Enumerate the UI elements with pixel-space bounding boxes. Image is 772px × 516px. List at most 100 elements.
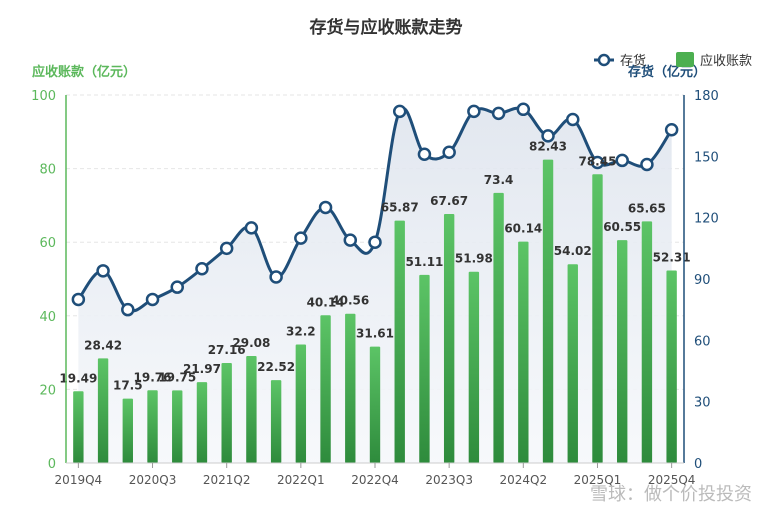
bar-value-label: 65.65 (628, 201, 666, 215)
chart-title: 存货与应收账款走势 (310, 17, 463, 38)
axes: 0 20 40 60 80 100 0 30 60 90 120 150 180 2019Q4 2020Q3… (31, 89, 719, 487)
x-tick-label: 2023Q3 (425, 473, 473, 487)
inventory-point (269, 270, 283, 284)
receivables-bar (97, 358, 109, 463)
receivables-bar (641, 221, 653, 463)
y-left-tick-label: 80 (39, 163, 56, 178)
receivables-bar (147, 390, 158, 463)
receivables-bar (419, 274, 430, 463)
y-left-tick-label: 60 (39, 236, 56, 251)
bar-value-label: 21.97 (183, 362, 221, 376)
inventory-point (121, 302, 135, 317)
bar-value-label: 29.08 (232, 336, 270, 350)
inventory-point (368, 235, 382, 249)
inventory-points (71, 102, 679, 317)
receivables-bar (270, 380, 282, 463)
receivables-bar (221, 363, 232, 463)
inventory-point (467, 104, 481, 119)
bar-value-label: 52.31 (653, 250, 691, 264)
receivables-bars (73, 159, 677, 463)
receivables-bar (73, 391, 84, 463)
legend-receivables-icon (676, 52, 694, 67)
receivables-bar (493, 192, 504, 463)
y-right-tick-label: 120 (694, 212, 719, 227)
bar-value-label: 67.67 (430, 194, 468, 208)
y-left-tick-label: 100 (31, 89, 56, 104)
x-tick-label: 2024Q2 (500, 473, 548, 487)
inventory-point (541, 129, 555, 143)
x-tick-label: 2019Q4 (55, 473, 103, 487)
bar-value-label: 82.43 (529, 140, 567, 154)
bar-value-label: 28.42 (84, 338, 122, 352)
receivables-bar (567, 264, 578, 463)
inventory-point (219, 241, 234, 256)
x-tick-label: 2020Q3 (129, 473, 177, 487)
x-tick-label: 2022Q4 (351, 473, 399, 487)
inventory-point (244, 221, 259, 235)
inventory-point (615, 153, 629, 168)
y-left-tick-label: 40 (39, 310, 56, 325)
bar-value-label: 32.2 (286, 325, 316, 339)
receivables-bar (369, 346, 381, 463)
inventory-point (640, 157, 654, 172)
bar-value-label: 31.61 (356, 327, 394, 341)
y-right-tick-label: 0 (694, 457, 702, 472)
inventory-point (392, 104, 407, 119)
y-left-tick-label: 20 (39, 383, 56, 398)
legend-inventory-label: 存货 (620, 53, 646, 69)
bar-value-label: 73.4 (484, 173, 514, 187)
inventory-point (590, 155, 605, 170)
receivables-bar (122, 398, 133, 463)
bar-value-label: 19.75 (158, 370, 196, 384)
y-right-tick-label: 90 (694, 273, 711, 288)
receivables-bar (172, 390, 183, 463)
y-axis-right-label: 存货（亿元） (628, 64, 706, 80)
bar-value-label: 60.14 (504, 222, 542, 236)
bar-value-label: 60.55 (603, 220, 641, 234)
inventory-point (195, 262, 209, 276)
inventory-point (170, 280, 184, 294)
y-right-tick-label: 30 (694, 396, 711, 411)
inventory-point (491, 106, 506, 121)
receivables-bar (468, 271, 480, 463)
inventory-point (417, 147, 432, 162)
inventory-point (664, 123, 679, 137)
bar-value-label: 19.76 (134, 370, 172, 384)
inventory-point (516, 102, 531, 117)
bar-value-label: 40.56 (331, 294, 369, 308)
x-tick-label: 2025Q4 (648, 473, 696, 487)
x-tick-label: 2025Q1 (574, 473, 622, 487)
inventory-point (71, 292, 86, 307)
receivables-bar (320, 315, 331, 463)
bar-value-label: 19.49 (59, 371, 97, 385)
bar-value-label: 51.11 (405, 255, 443, 269)
legend: 存货 应收账款 (594, 52, 752, 69)
receivables-bar (345, 313, 356, 463)
receivables-bar (542, 159, 554, 463)
watermark: 雪球：做个价投投资 (590, 484, 752, 505)
receivables-bar (617, 240, 628, 463)
receivables-bar (592, 174, 603, 463)
receivables-bar (295, 344, 307, 463)
bar-value-label: 40.14 (307, 295, 345, 309)
legend-inventory-icon (597, 53, 611, 67)
bar-value-label: 65.87 (381, 201, 419, 215)
inventory-point (442, 145, 456, 159)
y-right-tick-label: 60 (694, 334, 711, 349)
inventory-point (343, 233, 358, 247)
receivables-bar (518, 241, 529, 463)
bar-value-label: 17.5 (113, 379, 143, 393)
receivables-bar (196, 382, 208, 463)
inventory-point (294, 231, 308, 245)
y-right-tick-label: 180 (694, 89, 719, 104)
bar-value-label: 51.98 (455, 252, 493, 266)
x-tick-label: 2022Q1 (277, 473, 325, 487)
inventory-point (566, 112, 580, 127)
y-axis-left-label: 应收账款（亿元） (32, 64, 136, 80)
bar-value-label: 22.52 (257, 360, 295, 374)
receivables-bar (443, 213, 455, 463)
bar-value-label: 27.16 (208, 343, 246, 357)
x-tick-label: 2021Q2 (203, 473, 251, 487)
